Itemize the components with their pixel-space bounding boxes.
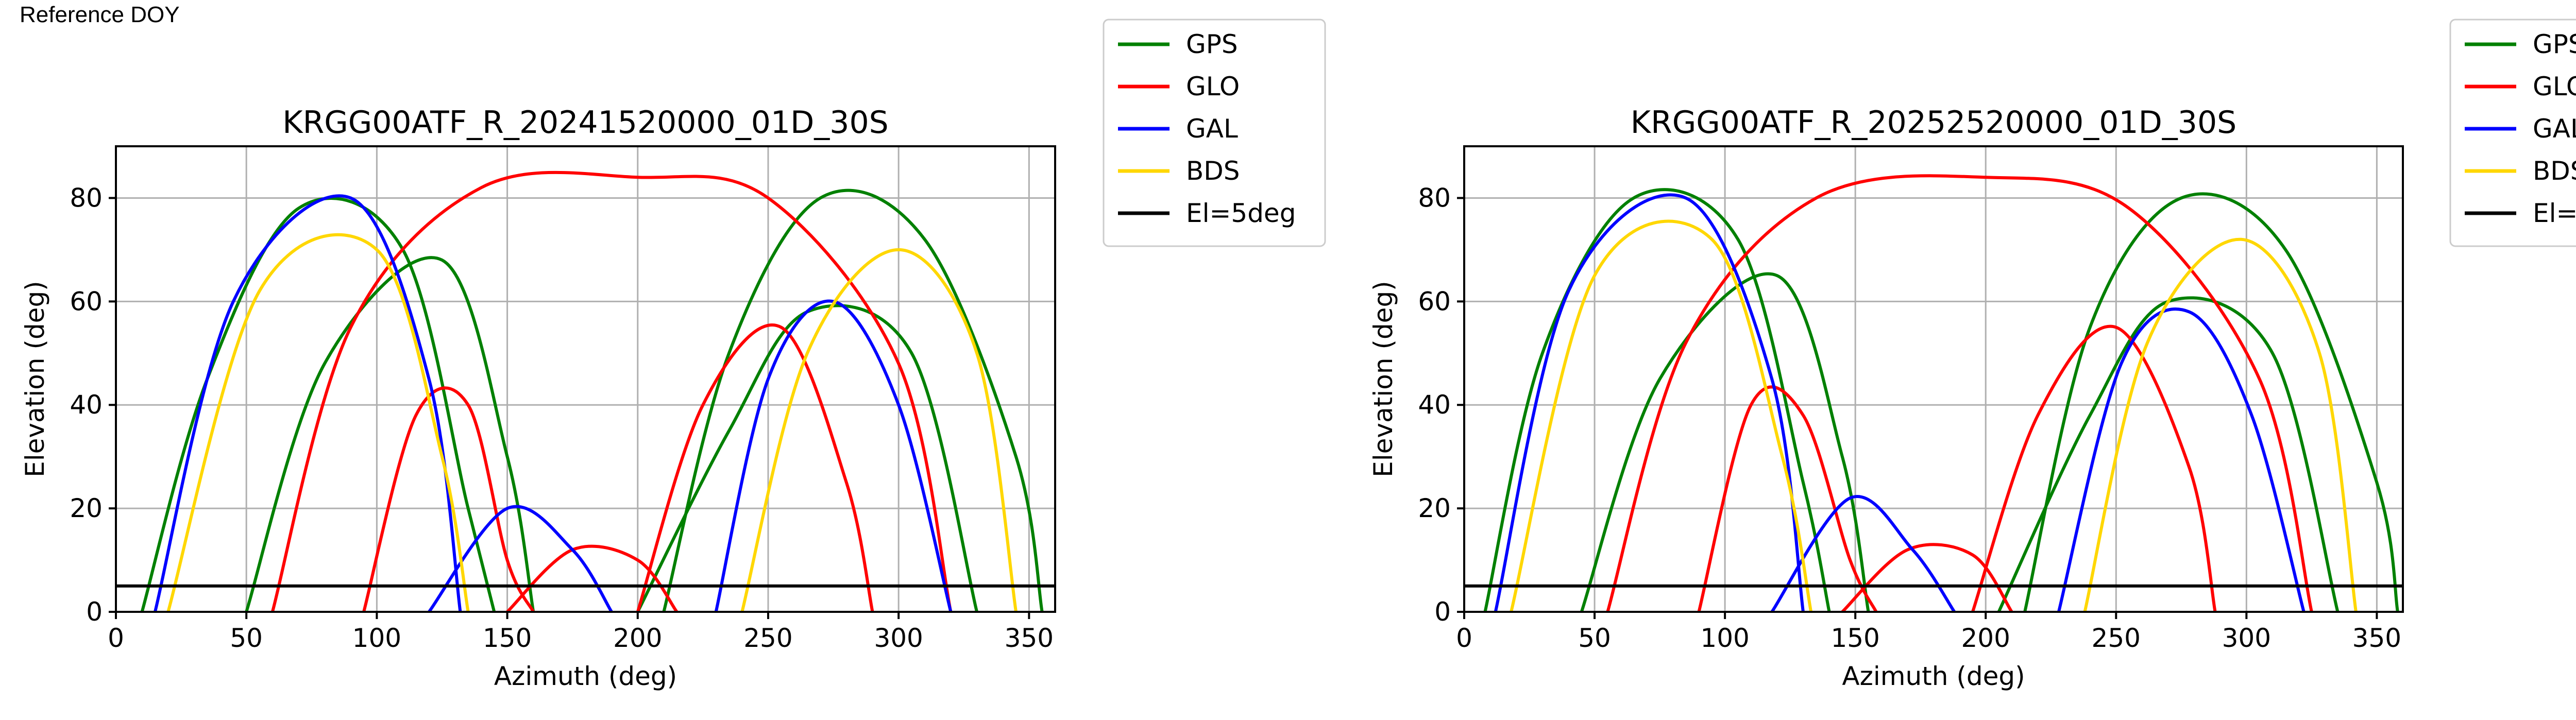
chart-title: KRGG00ATF_R_20241520000_01D_30S [282,105,889,141]
x-tick-label: 250 [2092,623,2141,653]
x-tick-label: 350 [1005,623,1054,653]
track-glo-5 [362,386,535,612]
x-tick-label: 150 [1831,623,1879,653]
legend-box [2449,19,2576,247]
track-glo-8 [636,323,874,612]
track-glo-6 [1606,174,2313,612]
track-glo-8 [1971,324,2217,612]
legend-label: GAL [2533,114,2576,144]
y-tick-label: 0 [1434,597,1451,627]
track-gal-10 [2057,307,2306,612]
chart-title: KRGG00ATF_R_20252520000_01D_30S [1631,105,2237,141]
x-tick-label: 50 [1578,623,1611,653]
legend-label: El=5deg [1186,198,1296,228]
track-gps-1 [1483,188,1831,612]
track-gps-4 [1997,296,2340,612]
legend-label: GLO [1186,72,1240,101]
y-tick-label: 80 [70,183,103,213]
track-glo-5 [1697,385,1878,612]
x-tick-label: 50 [230,623,263,653]
y-axis-label: Elevation (deg) [20,281,50,477]
y-tick-label: 40 [1418,390,1451,420]
y-tick-label: 20 [70,493,103,523]
chart-panel-1: 0 50 100 150 200 250 300 350 0 20 40 60 80 KRGG00ATF_… [20,19,1326,691]
y-tick-label: 0 [86,597,103,627]
plot-area [116,170,1055,612]
x-tick-label: 200 [1961,623,2010,653]
legend-label: BDS [1186,156,1240,186]
y-tick-label: 60 [70,286,103,316]
track-gps-2 [245,256,535,612]
x-tick-label: 250 [743,623,792,653]
track-gal-11 [428,505,613,612]
x-tick-label: 300 [874,623,923,653]
legend-label: GPS [2533,29,2576,59]
y-tick-label: 80 [1418,183,1451,213]
legend-label: GPS [1186,29,1238,59]
axes-frame [115,145,1056,613]
track-bds-13 [740,248,1018,612]
track-gps-2 [1580,272,1870,612]
legend-label: El=5deg [2533,198,2576,228]
y-axis-label: Elevation (deg) [1368,281,1398,477]
legend: GPS GLO GAL BDS El=5deg [2449,19,2576,247]
legend-label: GAL [1186,114,1238,144]
track-glo-6 [270,170,953,612]
chart-panel-2: 0 50 100 150 200 250 300 350 0 20 40 60 80 KRGG00ATF_… [1368,19,2576,691]
x-tick-label: 100 [1700,623,1749,653]
track-gal-11 [1770,495,1956,612]
legend-label: BDS [2533,156,2576,186]
legend-label: GLO [2533,72,2576,101]
legend: GPS GLO GAL BDS El=5deg [1103,19,1326,247]
x-tick-label: 350 [2352,623,2401,653]
x-tick-label: 200 [613,623,662,653]
track-bds-12 [1510,219,1813,612]
page-label: Reference DOY [20,2,180,27]
track-bds-13 [2083,237,2358,612]
y-tick-label: 60 [1418,286,1451,316]
legend-box [1103,19,1326,247]
x-axis-label: Azimuth (deg) [494,661,677,691]
y-tick-label: 20 [1418,493,1451,523]
y-tick-label: 40 [70,390,103,420]
x-axis-label: Azimuth (deg) [1842,661,2025,691]
x-tick-label: 150 [483,623,532,653]
track-gal-9 [1494,193,1805,612]
plot-area [1464,174,2403,612]
track-gps-3 [2023,192,2399,612]
x-tick-label: 0 [1456,623,1472,653]
axes-frame [1463,145,2404,613]
x-tick-label: 0 [108,623,124,653]
x-tick-label: 300 [2222,623,2271,653]
track-gps-3 [662,188,1044,612]
x-tick-label: 100 [352,623,401,653]
track-glo-7 [1841,543,2013,612]
track-bds-12 [166,233,470,612]
track-gps-1 [140,197,496,612]
